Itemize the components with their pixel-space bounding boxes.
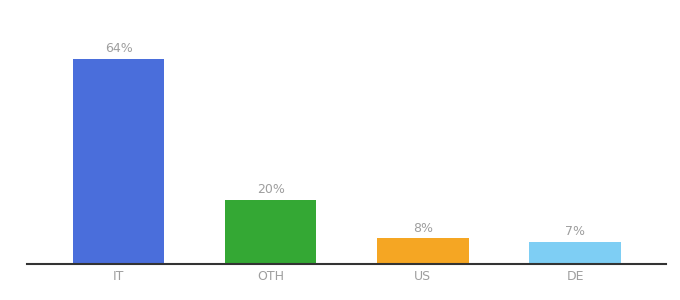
Text: 64%: 64% <box>105 42 133 56</box>
Text: 20%: 20% <box>257 183 285 196</box>
Text: 7%: 7% <box>565 225 585 238</box>
Bar <box>73 59 164 264</box>
Bar <box>530 242 621 264</box>
Bar <box>377 238 469 264</box>
Text: 8%: 8% <box>413 222 433 235</box>
Bar <box>225 200 316 264</box>
